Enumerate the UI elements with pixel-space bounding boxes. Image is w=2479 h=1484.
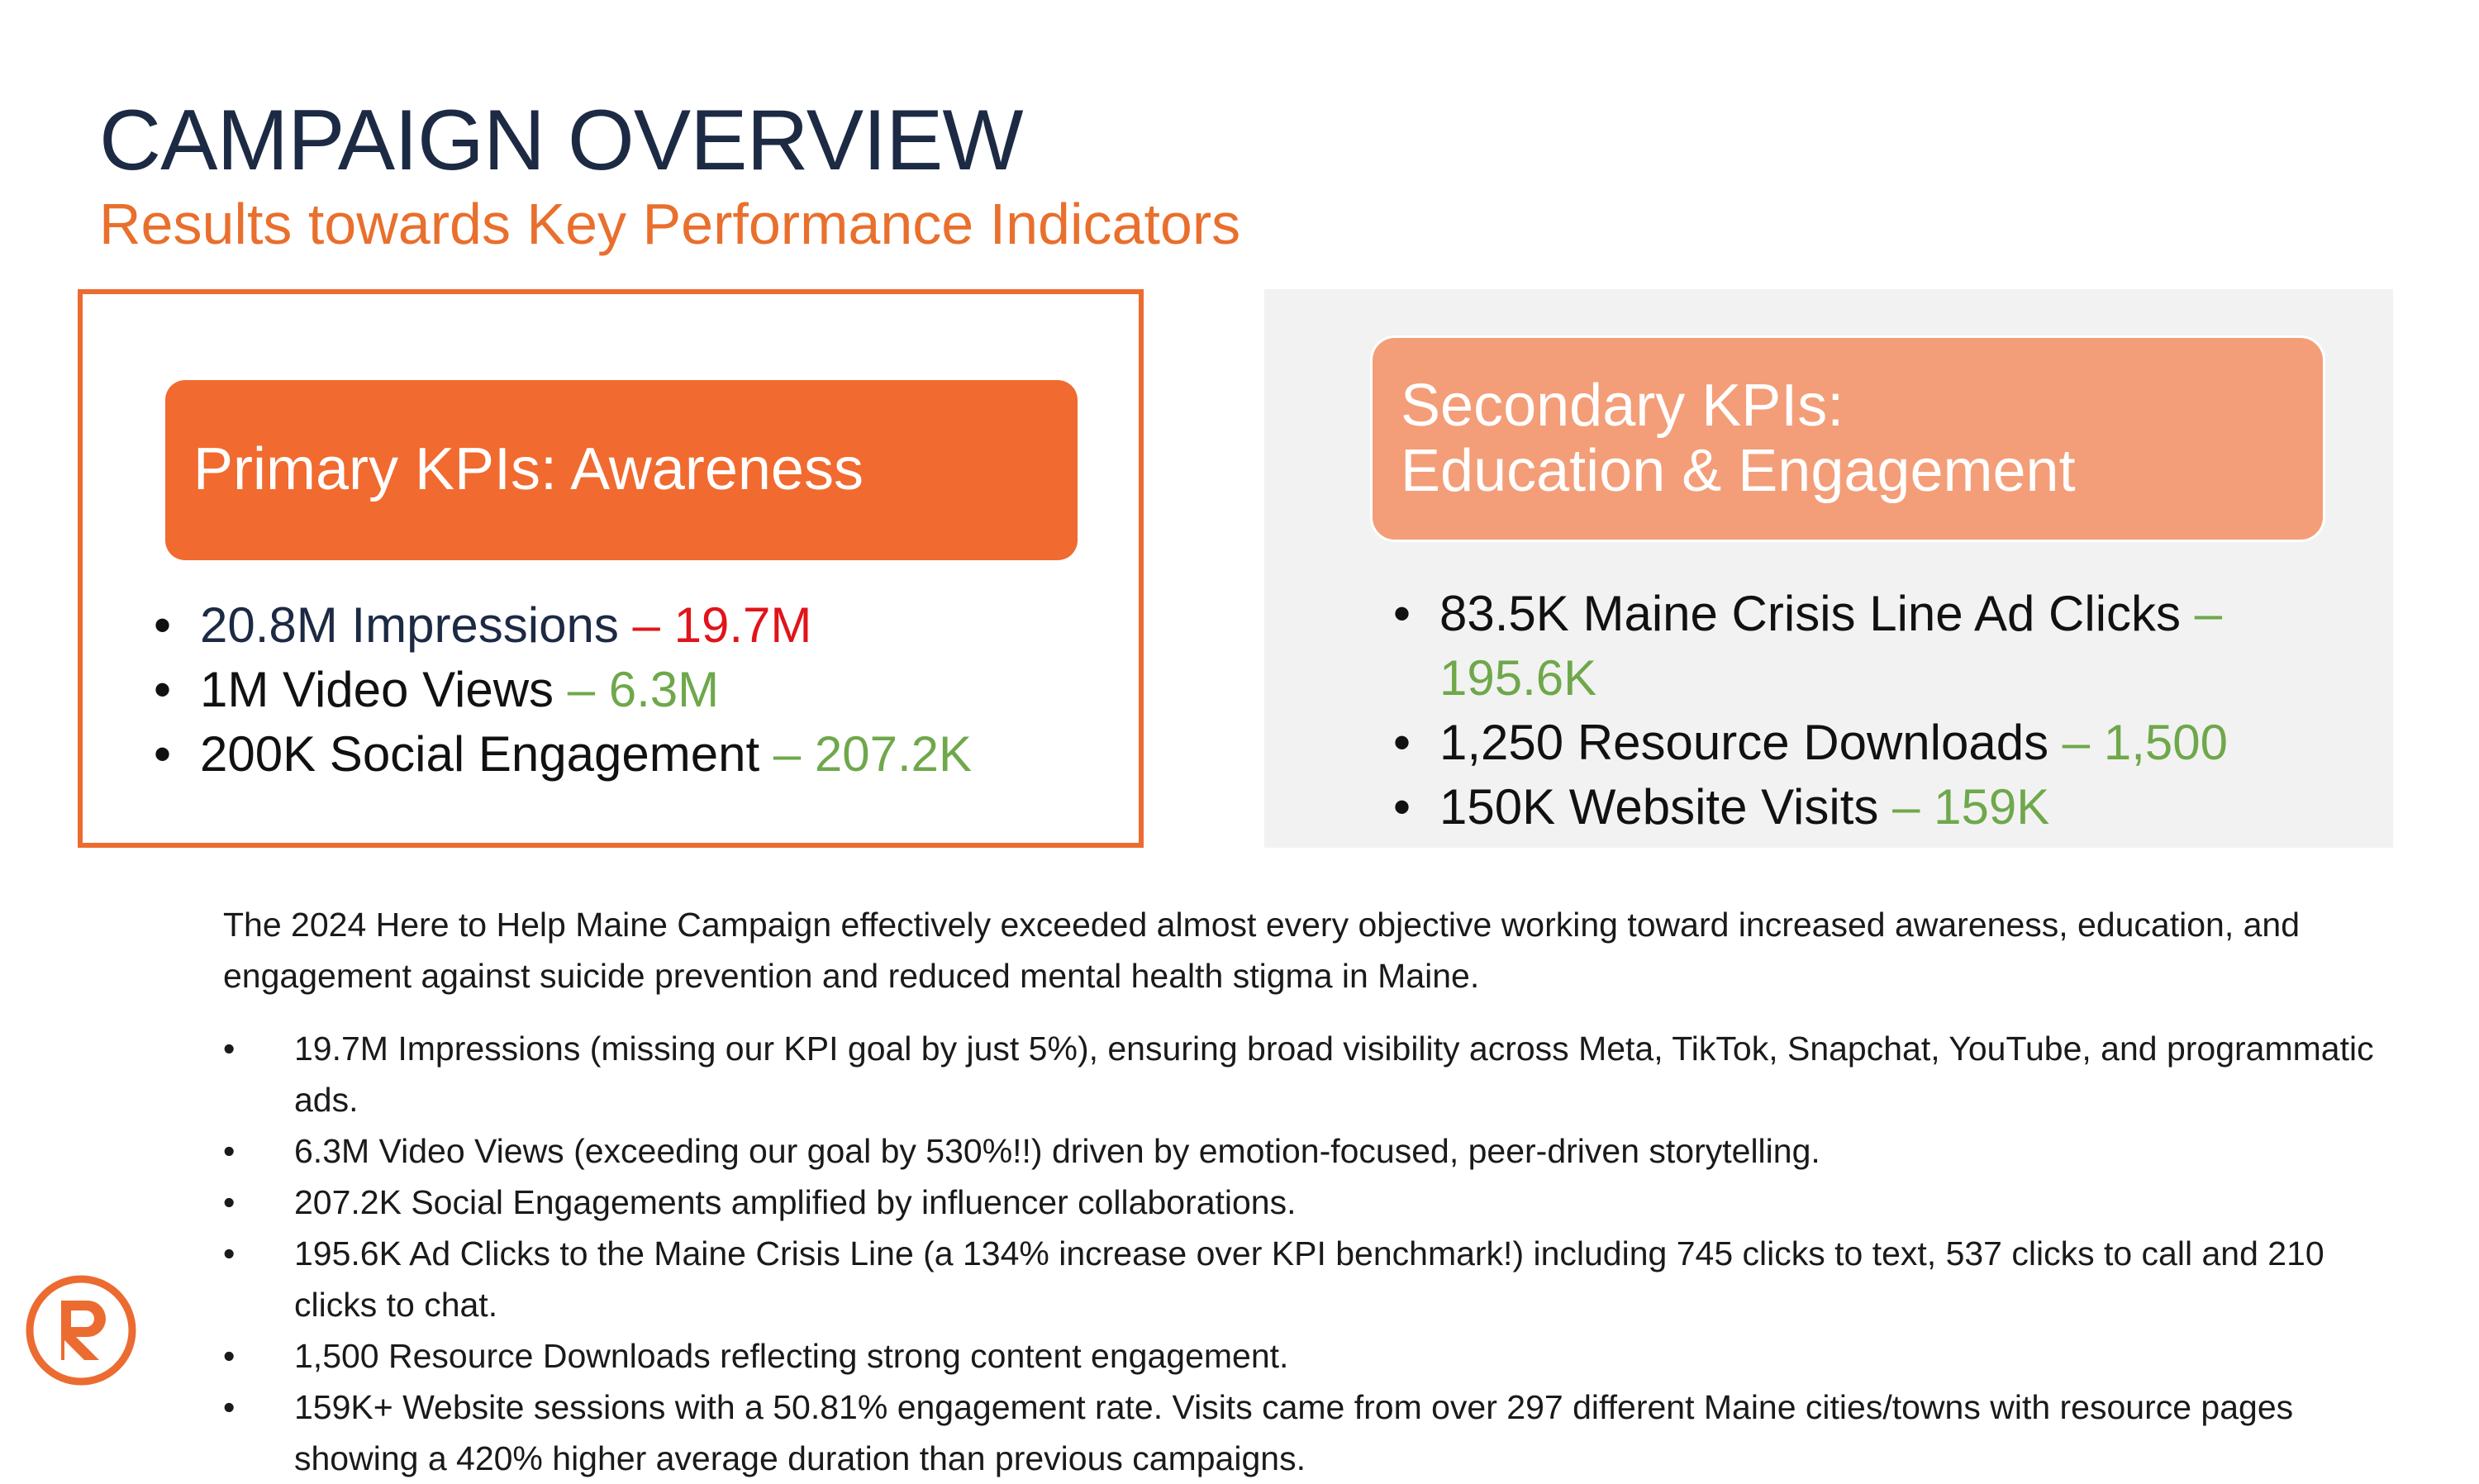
secondary-kpi-header: Secondary KPIs: Education & Engagement — [1370, 335, 2325, 542]
detail-item: • 19.7M Impressions (missing our KPI goal… — [223, 1023, 2388, 1125]
kpi-result: – 19.7M — [632, 597, 812, 653]
detail-text: 207.2K Social Engagements amplified by i… — [294, 1183, 1297, 1221]
summary-paragraph: The 2024 Here to Help Maine Campaign eff… — [223, 906, 2301, 995]
bullet: • — [223, 1337, 236, 1375]
kpi-result: – 195.6K — [1439, 586, 2223, 706]
bullet: • — [223, 1388, 236, 1426]
bullet: • — [223, 1030, 236, 1068]
r-logo-icon — [26, 1275, 136, 1386]
kpi-goal: 83.5K Maine Crisis Line Ad Clicks — [1439, 586, 2182, 641]
detail-text: 1,500 Resource Downloads reflecting stro… — [294, 1337, 1289, 1375]
kpi-result: – 207.2K — [773, 726, 973, 782]
secondary-kpi-heading-line1: Secondary KPIs: — [1401, 372, 1844, 439]
secondary-kpi-panel: Secondary KPIs: Education & Engagement •… — [1264, 289, 2393, 848]
kpi-goal: 20.8M Impressions — [200, 597, 619, 653]
bullet: • — [154, 597, 172, 653]
kpi-goal: 1,250 Resource Downloads — [1439, 715, 2049, 770]
detail-text: 19.7M Impressions (missing our KPI goal … — [294, 1030, 2374, 1119]
primary-kpi-panel: Primary KPIs: Awareness • 20.8M Impressi… — [78, 289, 1144, 848]
page-title: CAMPAIGN OVERVIEW — [99, 93, 1024, 188]
secondary-kpi-item: • 83.5K Maine Crisis Line Ad Clicks – 19… — [1393, 582, 2352, 711]
detail-item: • 195.6K Ad Clicks to the Maine Crisis Li… — [223, 1228, 2388, 1330]
primary-kpi-item: • 1M Video Views – 6.3M — [154, 658, 972, 722]
page-subtitle: Results towards Key Performance Indicato… — [99, 192, 1241, 256]
secondary-kpi-item: • 150K Website Visits – 159K — [1393, 775, 2352, 840]
secondary-kpi-item: • 1,250 Resource Downloads – 1,500 — [1393, 711, 2352, 775]
results-detail-list: • 19.7M Impressions (missing our KPI goal… — [223, 1023, 2388, 1484]
bullet: • — [1393, 779, 1411, 835]
detail-item: • 207.2K Social Engagements amplified by … — [223, 1177, 2388, 1228]
primary-kpi-item: • 20.8M Impressions – 19.7M — [154, 593, 972, 658]
detail-item: • 1,500 Resource Downloads reflecting str… — [223, 1330, 2388, 1382]
detail-text: 6.3M Video Views (exceeding our goal by … — [294, 1132, 1820, 1170]
kpi-goal: 200K Social Engagement — [200, 726, 760, 782]
bullet: • — [223, 1132, 236, 1170]
secondary-kpi-heading-line2: Education & Engagement — [1401, 438, 2076, 504]
kpi-result: – 1,500 — [2062, 715, 2228, 770]
detail-item: • 159K+ Website sessions with a 50.81% en… — [223, 1382, 2388, 1484]
kpi-result: – 159K — [1892, 779, 2050, 835]
detail-item: • 6.3M Video Views (exceeding our goal by… — [223, 1125, 2388, 1177]
bullet: • — [1393, 586, 1411, 641]
primary-kpi-item: • 200K Social Engagement – 207.2K — [154, 722, 972, 787]
detail-text: 159K+ Website sessions with a 50.81% eng… — [294, 1388, 2294, 1477]
primary-kpi-heading: Primary KPIs: Awareness — [193, 436, 864, 503]
primary-kpi-header: Primary KPIs: Awareness — [165, 380, 1078, 560]
bullet: • — [223, 1183, 236, 1221]
kpi-result: – 6.3M — [567, 662, 720, 717]
bullet: • — [154, 726, 172, 782]
detail-text: 195.6K Ad Clicks to the Maine Crisis Lin… — [294, 1234, 2324, 1324]
bullet: • — [154, 662, 172, 717]
secondary-kpi-list: • 83.5K Maine Crisis Line Ad Clicks – 19… — [1393, 582, 2352, 840]
bullet: • — [1393, 715, 1411, 770]
kpi-goal: 150K Website Visits — [1439, 779, 1879, 835]
primary-kpi-list: • 20.8M Impressions – 19.7M • 1M Video V… — [154, 593, 972, 787]
bullet: • — [223, 1234, 236, 1272]
kpi-goal: 1M Video Views — [200, 662, 554, 717]
